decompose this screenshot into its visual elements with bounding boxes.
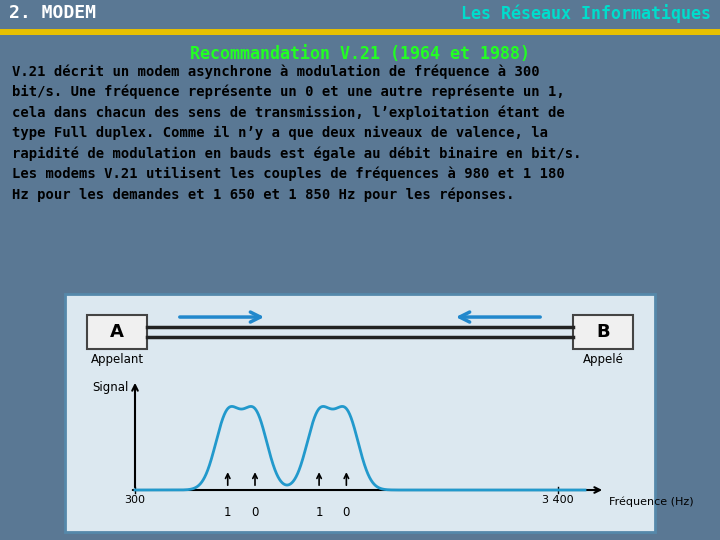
Bar xyxy=(65,294,655,532)
Text: rapidité de modulation en bauds est égale au débit binaire en bit/s.: rapidité de modulation en bauds est égal… xyxy=(12,146,582,160)
Text: 1: 1 xyxy=(224,506,231,519)
Text: 3 400: 3 400 xyxy=(542,495,574,505)
Text: 2. MODEM: 2. MODEM xyxy=(9,4,96,22)
Text: Les Réseaux Informatiques: Les Réseaux Informatiques xyxy=(462,4,711,23)
Text: type Full duplex. Comme il n’y a que deux niveaux de valence, la: type Full duplex. Comme il n’y a que deu… xyxy=(12,126,548,140)
Bar xyxy=(87,315,147,349)
Text: 1: 1 xyxy=(315,506,323,519)
Text: A: A xyxy=(110,323,124,341)
Text: 0: 0 xyxy=(343,506,350,519)
Text: bit/s. Une fréquence représente un 0 et une autre représente un 1,: bit/s. Une fréquence représente un 0 et … xyxy=(12,85,564,99)
Text: V.21 décrit un modem asynchrone à modulation de fréquence à 300: V.21 décrit un modem asynchrone à modula… xyxy=(12,64,539,79)
Text: 300: 300 xyxy=(125,495,145,505)
Text: cela dans chacun des sens de transmission, l’exploitation étant de: cela dans chacun des sens de transmissio… xyxy=(12,105,564,119)
Bar xyxy=(573,315,633,349)
Text: Les modems V.21 utilisent les couples de fréquences à 980 et 1 180: Les modems V.21 utilisent les couples de… xyxy=(12,166,564,181)
Text: Appelant: Appelant xyxy=(91,353,143,366)
Text: Hz pour les demandes et 1 650 et 1 850 Hz pour les réponses.: Hz pour les demandes et 1 650 et 1 850 H… xyxy=(12,187,515,201)
Text: B: B xyxy=(596,323,610,341)
Text: Fréquence (Hz): Fréquence (Hz) xyxy=(609,496,693,507)
Text: Appelé: Appelé xyxy=(582,353,624,366)
Text: Recommandation V.21 (1964 et 1988): Recommandation V.21 (1964 et 1988) xyxy=(190,45,530,63)
Text: 0: 0 xyxy=(251,506,258,519)
Text: Signal: Signal xyxy=(93,381,129,394)
